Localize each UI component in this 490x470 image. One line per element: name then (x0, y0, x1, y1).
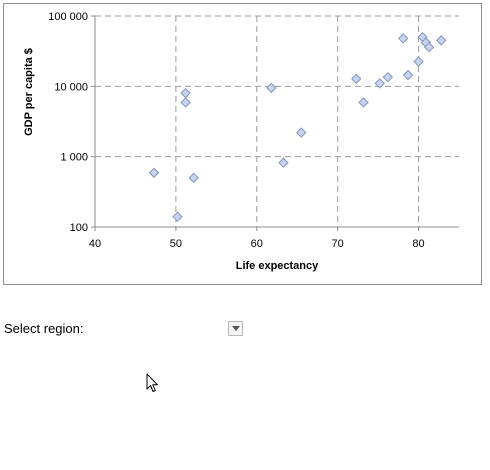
data-point (374, 78, 385, 89)
data-point (358, 97, 369, 108)
y-tick-label: 100 000 (48, 11, 88, 23)
data-point (351, 73, 362, 85)
data-point (180, 87, 191, 99)
data-point (278, 157, 289, 168)
chevron-down-icon (232, 326, 240, 331)
data-point (435, 35, 447, 46)
x-tick-label: 60 (251, 238, 263, 250)
x-tick-label: 80 (412, 238, 424, 250)
select-region-label: Select region: (4, 321, 84, 336)
data-point (296, 127, 307, 138)
data-point (397, 33, 409, 44)
y-tick-label: 100 (70, 222, 88, 234)
x-tick-label: 50 (170, 238, 182, 250)
mouse-pointer-icon (146, 373, 158, 392)
scatter-chart: 100 1 000 10 000 100 000 40 50 60 70 80 Life exp… (23, 11, 459, 272)
data-point (172, 211, 183, 222)
y-tick-label: 10 000 (54, 81, 88, 93)
data-point (413, 56, 424, 67)
data-point (382, 71, 394, 83)
y-axis-title: GDP per capita $ (23, 48, 35, 136)
x-tick-label: 70 (332, 238, 344, 250)
data-point (188, 172, 199, 184)
data-point (148, 167, 160, 178)
data-point (266, 82, 277, 94)
y-tick-label: 1 000 (60, 152, 88, 164)
region-dropdown[interactable] (228, 321, 243, 336)
x-tick-label: 40 (89, 238, 101, 250)
x-axis-title: Life expectancy (236, 260, 319, 272)
data-point (423, 41, 435, 53)
chart-area: 100 1 000 10 000 100 000 40 50 60 70 80 Life exp… (3, 3, 482, 285)
data-point (180, 97, 191, 108)
data-point (402, 69, 414, 81)
